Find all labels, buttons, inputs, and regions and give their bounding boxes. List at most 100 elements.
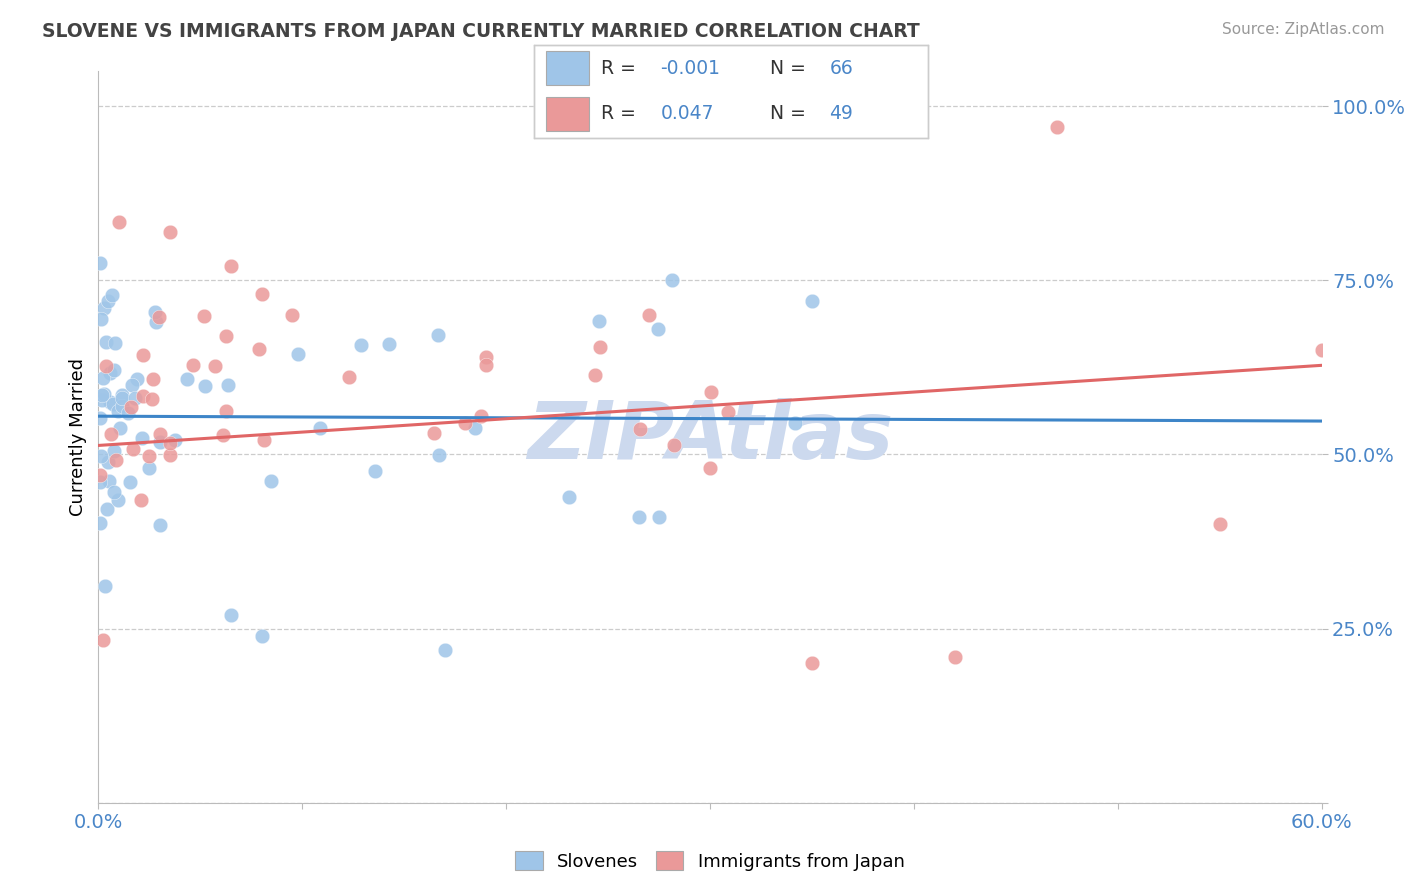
- Point: [142, 372, 165, 386]
- Point: [105, 453, 128, 467]
- Text: SLOVENE VS IMMIGRANTS FROM JAPAN CURRENTLY MARRIED CORRELATION CHART: SLOVENE VS IMMIGRANTS FROM JAPAN CURRENT…: [42, 22, 920, 41]
- Point: [145, 315, 167, 329]
- Point: [470, 409, 492, 423]
- Point: [250, 629, 273, 643]
- Point: [783, 416, 806, 430]
- Point: [583, 368, 606, 382]
- Point: [434, 642, 457, 657]
- Point: [637, 308, 661, 322]
- Point: [163, 434, 186, 448]
- Point: [98, 475, 121, 489]
- Point: [138, 449, 160, 463]
- Text: Source: ZipAtlas.com: Source: ZipAtlas.com: [1222, 22, 1385, 37]
- Point: [132, 348, 155, 362]
- Point: [108, 215, 131, 229]
- Point: [94, 334, 117, 349]
- Point: [131, 431, 153, 445]
- Point: [219, 607, 242, 622]
- Point: [97, 455, 120, 469]
- Point: [149, 427, 172, 442]
- Point: [122, 442, 145, 457]
- Point: [588, 314, 610, 328]
- Point: [90, 449, 112, 463]
- Point: [103, 444, 125, 458]
- Point: [93, 301, 115, 316]
- Point: [149, 434, 172, 449]
- Point: [1310, 343, 1333, 357]
- Point: [98, 367, 121, 381]
- Point: [91, 633, 114, 648]
- Point: [247, 342, 270, 356]
- Point: [176, 372, 198, 386]
- Point: [194, 379, 217, 393]
- Point: [159, 225, 181, 239]
- Point: [364, 464, 387, 478]
- Point: [801, 294, 824, 309]
- Point: [141, 392, 163, 406]
- Point: [647, 322, 669, 336]
- Point: [132, 389, 155, 403]
- Text: 66: 66: [830, 59, 853, 78]
- Point: [628, 422, 651, 436]
- Point: [648, 510, 671, 524]
- Point: [90, 312, 112, 326]
- Point: [337, 369, 360, 384]
- Point: [281, 308, 304, 322]
- Point: [159, 448, 181, 462]
- Point: [103, 485, 125, 500]
- Point: [699, 385, 721, 400]
- Point: [148, 310, 170, 325]
- Point: [121, 377, 143, 392]
- Point: [89, 256, 111, 270]
- Text: R =: R =: [602, 104, 643, 123]
- Point: [943, 649, 966, 664]
- Point: [111, 392, 134, 406]
- Text: 49: 49: [830, 104, 853, 123]
- Point: [111, 399, 134, 413]
- Point: [427, 448, 450, 462]
- FancyBboxPatch shape: [546, 51, 589, 85]
- Point: [181, 358, 204, 372]
- Y-axis label: Currently Married: Currently Married: [69, 358, 87, 516]
- Text: -0.001: -0.001: [661, 59, 720, 78]
- FancyBboxPatch shape: [546, 97, 589, 131]
- Point: [252, 433, 274, 447]
- Text: N =: N =: [770, 59, 813, 78]
- Point: [118, 475, 141, 489]
- Point: [89, 411, 111, 425]
- Point: [422, 426, 444, 441]
- Point: [214, 404, 236, 418]
- Point: [96, 502, 118, 516]
- Point: [97, 294, 120, 309]
- Point: [89, 516, 111, 530]
- Point: [219, 260, 242, 274]
- Point: [100, 426, 122, 441]
- Point: [1045, 120, 1069, 134]
- Point: [287, 347, 309, 361]
- Point: [89, 468, 111, 483]
- Point: [662, 437, 685, 451]
- Point: [107, 404, 129, 418]
- Point: [149, 518, 172, 533]
- Text: ZIPAtlas: ZIPAtlas: [527, 398, 893, 476]
- Text: N =: N =: [770, 104, 813, 123]
- Point: [699, 461, 721, 475]
- Point: [89, 475, 111, 489]
- Point: [350, 338, 373, 352]
- Point: [378, 336, 401, 351]
- Point: [110, 387, 132, 401]
- Point: [474, 350, 498, 364]
- Point: [101, 397, 124, 411]
- Point: [250, 287, 273, 301]
- Point: [217, 378, 239, 392]
- Point: [464, 421, 486, 435]
- Point: [589, 340, 612, 354]
- Point: [103, 363, 125, 377]
- Point: [454, 416, 477, 430]
- Text: R =: R =: [602, 59, 643, 78]
- Point: [193, 310, 215, 324]
- Point: [138, 461, 160, 475]
- Point: [801, 657, 824, 671]
- Point: [260, 474, 283, 488]
- Point: [93, 387, 115, 401]
